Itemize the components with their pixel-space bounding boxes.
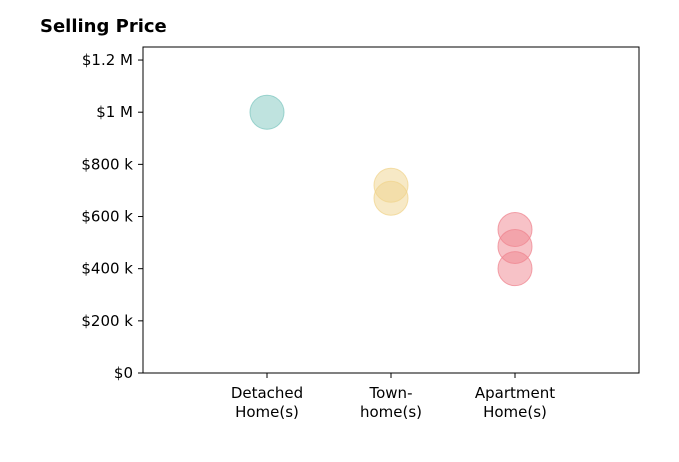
x-tick-label-line: Home(s) xyxy=(483,403,547,421)
x-tick-label-line: Home(s) xyxy=(235,403,299,421)
x-tick-label-line: Apartment xyxy=(475,384,555,402)
x-tick-label-line: Town- xyxy=(369,384,413,402)
points-layer xyxy=(249,94,533,287)
x-tick-label-line: Detached xyxy=(231,384,303,402)
x-tick-label-line: home(s) xyxy=(360,403,422,421)
y-tick-label: $1.2 M xyxy=(82,51,133,69)
y-tick-label: $800 k xyxy=(81,155,133,173)
axis-layer: $0 $200 k $400 k $600 k $800 k $1 M $1.2 M Deta… xyxy=(81,51,555,421)
y-tick-label: $400 k xyxy=(81,260,133,278)
chart-title: Selling Price xyxy=(40,16,167,37)
x-tick-label: Town-home(s) xyxy=(360,384,422,421)
y-tick-label: $200 k xyxy=(81,312,133,330)
y-tick-label: $1 M xyxy=(96,103,133,121)
y-tick-label: $0 xyxy=(114,364,133,382)
x-tick-label: Apartment Home(s) xyxy=(475,384,555,421)
data-point xyxy=(373,180,409,216)
data-point xyxy=(497,251,533,287)
x-tick-label: Detached Home(s) xyxy=(231,384,303,421)
y-tick-label: $600 k xyxy=(81,208,133,226)
data-point xyxy=(249,94,285,130)
